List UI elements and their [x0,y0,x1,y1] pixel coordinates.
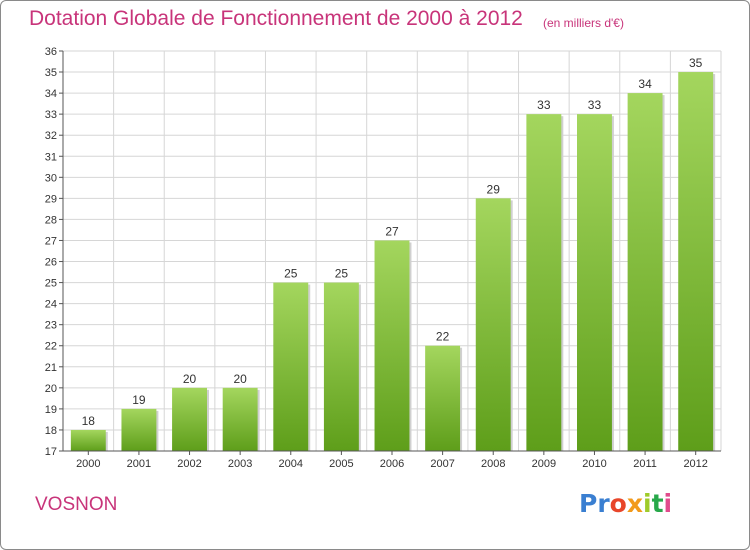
bar-2003 [222,387,258,451]
y-tick-label: 33 [45,109,57,121]
chart-subtitle: (en milliers d'€) [543,16,624,30]
y-tick-label: 25 [45,278,57,290]
data-label-2008: 29 [487,182,501,196]
x-tick-label-2011: 2011 [633,458,657,470]
y-tick-label: 20 [45,383,57,395]
y-tick-label: 22 [45,341,57,353]
x-tick-label-2006: 2006 [380,458,404,470]
x-tick-label-2005: 2005 [329,458,353,470]
y-tick-label: 29 [45,193,57,205]
x-tick-label-2003: 2003 [228,458,252,470]
logo-letters-5: i [663,489,673,518]
bar-2007 [425,345,461,451]
x-tick-label-2001: 2001 [127,458,151,470]
logo-letters-2: x [626,489,643,518]
data-label-2006: 27 [385,224,399,238]
logo-letters-1: o [609,489,627,518]
bar-2011 [627,93,663,452]
data-label-2002: 20 [183,372,197,386]
data-label-2007: 22 [436,330,450,344]
data-label-2012: 35 [689,56,703,70]
bar-2012 [678,72,714,451]
logo-letters-0: Pr [579,489,610,518]
data-label-2005: 25 [335,267,349,281]
chart-title: Dotation Globale de Fonctionnement de 20… [29,7,523,30]
y-tick-label: 35 [45,67,57,79]
logo-letters-4: t [651,489,664,518]
bar-2005 [323,282,359,451]
x-tick-label-2009: 2009 [532,458,556,470]
bar-2006 [374,240,410,451]
data-label-2011: 34 [638,77,652,91]
bar-2009 [526,114,562,451]
data-label-2000: 18 [82,414,96,428]
data-label-2003: 20 [233,372,247,386]
x-tick-label-2004: 2004 [279,458,303,470]
y-tick-label: 30 [45,172,57,184]
data-label-2010: 33 [588,98,602,112]
bar-2010 [576,114,612,451]
x-tick-label-2010: 2010 [582,458,606,470]
y-tick-label: 32 [45,130,57,142]
x-tick-label-2007: 2007 [430,458,454,470]
y-tick-label: 24 [45,299,57,311]
bar-2001 [121,408,157,451]
y-tick-label: 18 [45,425,57,437]
y-tick-label: 28 [45,214,57,226]
y-tick-label: 19 [45,404,57,416]
x-tick-label-2012: 2012 [683,458,707,470]
x-tick-label-2008: 2008 [481,458,505,470]
x-tick-label-2002: 2002 [177,458,201,470]
x-tick-label-2000: 2000 [76,458,100,470]
commune-name: VOSNON [35,494,118,515]
bar-2004 [273,282,309,451]
data-label-2001: 19 [132,393,146,407]
y-tick-label: 23 [45,320,57,332]
data-label-2009: 33 [537,98,551,112]
y-tick-label: 31 [45,151,57,163]
axes: 17 18 19 20 21 22 23 24 25 26 27 28 29 30 31 32 33 34 35 36… [45,46,721,470]
y-tick-label: 17 [45,446,57,458]
data-label-2004: 25 [284,267,298,281]
y-tick-label: 27 [45,235,57,247]
y-tick-label: 34 [45,88,57,100]
bar-2000 [70,429,106,451]
y-tick-label: 26 [45,257,57,269]
bars: 18 19 20 20 25 25 27 22 29 33 33 34 35 [70,56,716,452]
y-tick-label: 36 [45,46,57,58]
proxiti-logo: Proxiti [579,489,672,518]
logo-letters-3: i [642,489,652,518]
y-tick-label: 21 [45,362,57,374]
bar-2002 [172,387,208,451]
bar-2008 [475,198,511,451]
